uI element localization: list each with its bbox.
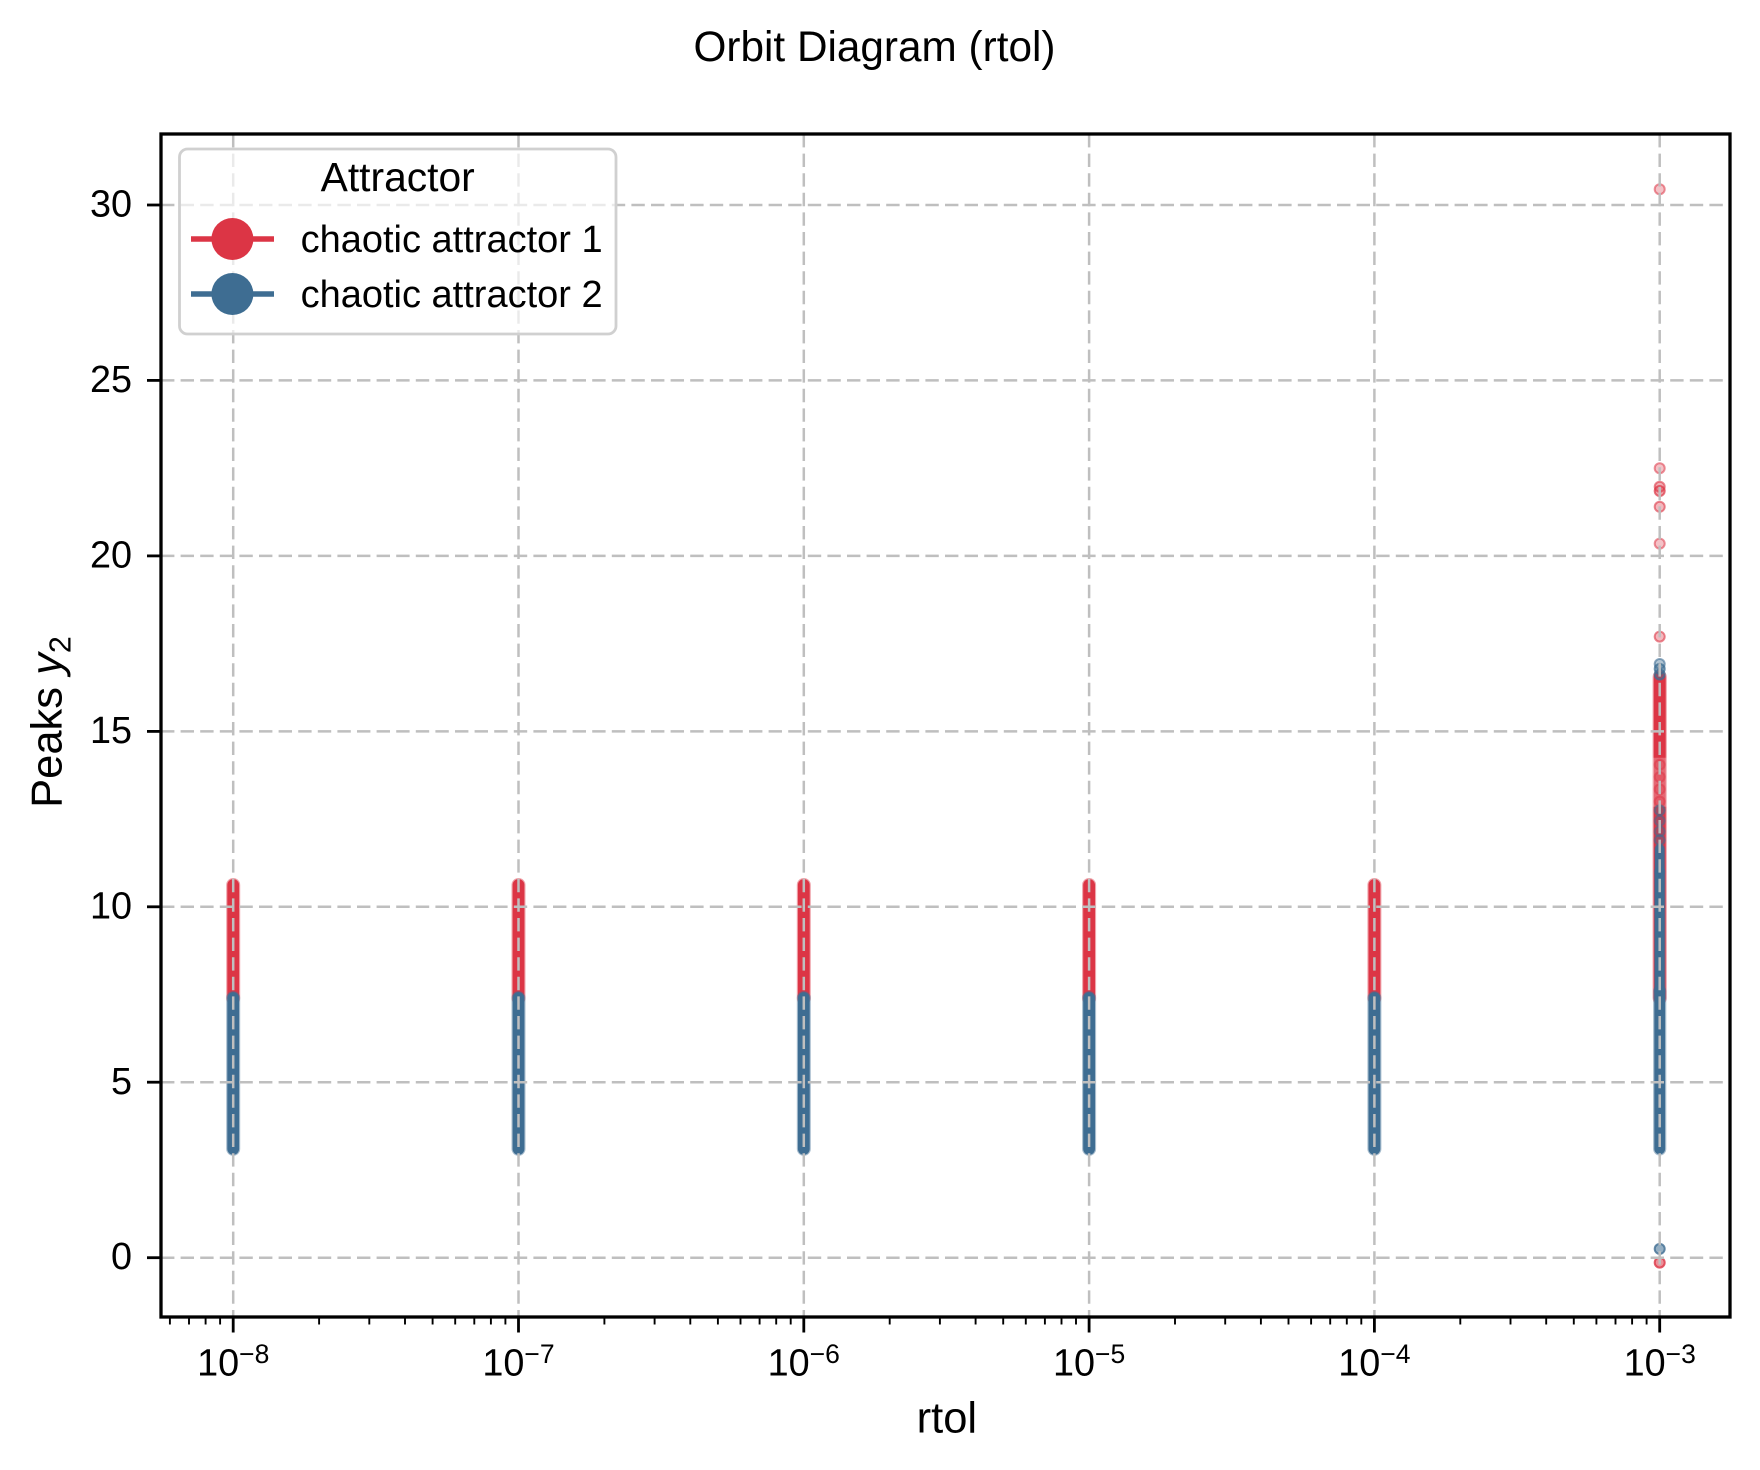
svg-text:10: 10 xyxy=(90,885,132,927)
svg-text:15: 15 xyxy=(90,710,132,752)
svg-text:5: 5 xyxy=(111,1061,132,1103)
svg-text:rtol: rtol xyxy=(917,1395,977,1443)
svg-text:Peaks y2: Peaks y2 xyxy=(23,636,77,808)
svg-text:0: 0 xyxy=(111,1236,132,1278)
svg-text:10−3: 10−3 xyxy=(1624,1339,1696,1385)
svg-text:chaotic attractor 2: chaotic attractor 2 xyxy=(301,274,603,316)
svg-text:25: 25 xyxy=(90,359,132,401)
svg-text:30: 30 xyxy=(90,184,132,226)
svg-text:10−6: 10−6 xyxy=(768,1339,840,1385)
svg-text:Attractor: Attractor xyxy=(321,154,475,200)
svg-text:chaotic attractor 1: chaotic attractor 1 xyxy=(301,219,603,261)
svg-text:Orbit Diagram (rtol): Orbit Diagram (rtol) xyxy=(694,23,1056,70)
svg-text:20: 20 xyxy=(90,534,132,576)
svg-text:10−4: 10−4 xyxy=(1338,1339,1410,1385)
